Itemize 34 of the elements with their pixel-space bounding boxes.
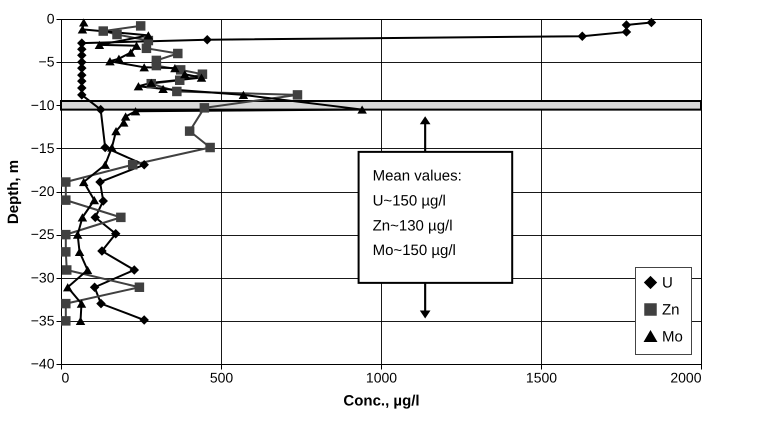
point: [126, 48, 136, 57]
point: [202, 34, 212, 44]
x-axis-title: Conc., µg/l: [343, 392, 420, 410]
point: [128, 160, 138, 170]
y-tick-label: 0: [46, 10, 55, 26]
point: [90, 282, 100, 292]
y-tick-label: −15: [30, 140, 55, 156]
y-tick-label: −35: [30, 312, 55, 328]
annotation: Mo~150 µg/l: [372, 242, 456, 260]
point: [134, 282, 144, 292]
x-tick-label: 2000: [670, 370, 702, 386]
x-tick-label: 500: [210, 370, 234, 386]
legend-label: Zn: [662, 302, 680, 318]
annotation: Zn~130 µg/l: [372, 217, 453, 234]
legend-label: Mo: [662, 328, 683, 346]
point: [139, 160, 149, 170]
annotation: Mean values:: [372, 168, 462, 185]
point: [62, 265, 72, 275]
annotation: U~150 µg/l: [372, 192, 446, 210]
x-tick-label: 1000: [366, 370, 398, 386]
point: [98, 196, 108, 206]
y-axis-title: Depth, m: [4, 160, 22, 224]
point: [98, 26, 108, 36]
y-tick-label: −20: [30, 183, 55, 199]
x-tick-label: 1500: [526, 370, 558, 386]
x-tick-label: 0: [62, 370, 70, 386]
point: [110, 229, 120, 239]
point: [90, 212, 100, 222]
y-tick-label: −10: [30, 96, 55, 113]
y-tick-label: −30: [30, 269, 55, 286]
legend-label: U: [662, 274, 673, 292]
y-tick-label: −25: [30, 226, 55, 242]
y-tick-label: −40: [30, 356, 55, 372]
y-tick-label: −5: [38, 54, 55, 70]
